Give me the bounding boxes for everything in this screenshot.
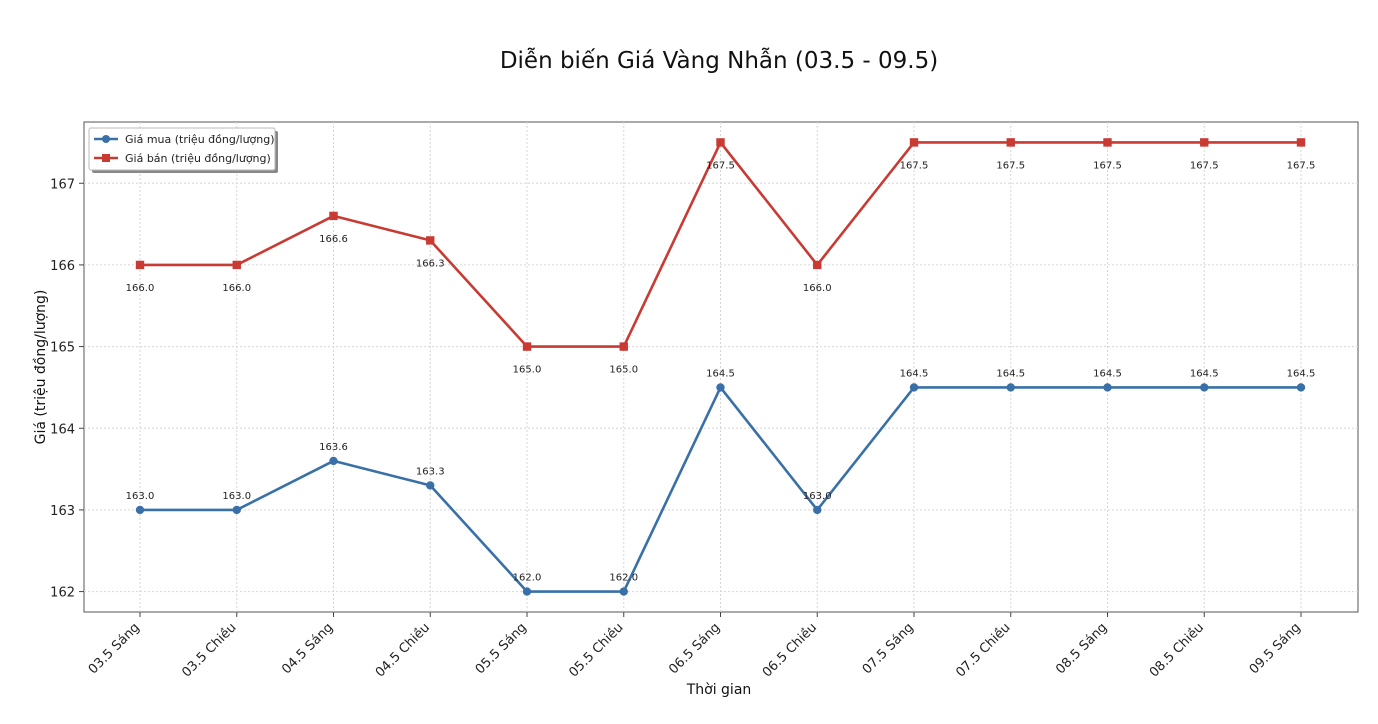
data-point-buy	[909, 383, 919, 392]
y-axis-label: Giá (triệu đồng/lượng)	[32, 290, 49, 445]
data-point-buy	[619, 587, 628, 596]
data-label: 162.0	[609, 573, 638, 584]
data-point-buy	[522, 587, 532, 596]
y-tick-label: 167	[50, 177, 75, 192]
data-point-sell	[232, 260, 241, 270]
data-point-sell	[1103, 138, 1112, 147]
data-point-sell	[1006, 138, 1015, 147]
x-tick-label: 07.5 Sáng	[860, 620, 917, 677]
y-tick-label: 166	[50, 259, 75, 274]
y-tick-label: 162	[50, 586, 75, 601]
data-label: 164.5	[1093, 368, 1122, 379]
data-point-sell	[813, 260, 822, 270]
x-axis-label: Thời gian	[686, 682, 752, 698]
data-label: 166.6	[319, 234, 348, 245]
series-group	[135, 138, 1306, 596]
data-label: 166.0	[222, 283, 251, 294]
data-point-buy	[1200, 383, 1209, 392]
x-tick-label: 06.5 Chiều	[760, 620, 820, 680]
legend-label: Giá mua (triệu đồng/lượng)	[125, 133, 275, 146]
data-point-sell	[716, 138, 725, 147]
data-point-buy	[1103, 383, 1112, 392]
data-point-sell	[135, 260, 145, 270]
data-label: 163.0	[222, 491, 251, 502]
data-label: 164.5	[706, 368, 735, 379]
data-point-buy	[329, 456, 338, 466]
legend-marker-square-icon	[102, 154, 110, 162]
x-tick-label: 03.5 Chiều	[179, 620, 239, 680]
legend: Giá mua (triệu đồng/lượng) Giá bán (triệu…	[88, 127, 278, 173]
x-tick-label: 08.5 Chiều	[1147, 620, 1207, 680]
data-label: 164.5	[1287, 368, 1316, 379]
data-label: 164.5	[996, 368, 1025, 379]
data-point-buy	[426, 481, 435, 490]
data-point-buy	[232, 505, 241, 515]
x-tick-label: 04.5 Chiều	[373, 620, 433, 680]
data-point-buy	[1006, 383, 1015, 392]
data-point-sell	[619, 342, 628, 351]
data-label: 167.5	[900, 160, 929, 171]
x-tick-label: 05.5 Sáng	[473, 620, 530, 677]
data-point-sell	[426, 236, 435, 245]
data-point-buy	[135, 505, 145, 515]
y-tick-label: 164	[50, 422, 75, 437]
data-point-sell	[909, 138, 919, 147]
data-label: 164.5	[900, 368, 929, 379]
data-point-sell	[1296, 138, 1306, 147]
data-label: 166.0	[803, 283, 832, 294]
data-label: 166.3	[416, 258, 445, 269]
data-label: 162.0	[513, 573, 542, 584]
x-tick-label: 08.5 Sáng	[1053, 620, 1110, 677]
x-tick-label: 04.5 Sáng	[279, 620, 336, 677]
data-label: 163.6	[319, 442, 348, 453]
data-label: 167.5	[1287, 160, 1316, 171]
x-tick-label: 05.5 Chiều	[566, 620, 626, 680]
data-label: 167.5	[1093, 160, 1122, 171]
data-label: 163.0	[803, 491, 832, 502]
x-tick-label: 09.5 Sáng	[1247, 620, 1304, 677]
data-label: 167.5	[706, 160, 735, 171]
y-tick-label: 165	[50, 341, 75, 356]
data-point-buy	[716, 383, 725, 392]
grid	[84, 122, 1358, 612]
data-label: 166.0	[126, 283, 155, 294]
x-tick-label: 06.5 Sáng	[666, 620, 723, 677]
data-label: 165.0	[513, 365, 542, 376]
data-label: 164.5	[1190, 368, 1219, 379]
data-point-sell	[1200, 138, 1209, 147]
y-tick-label: 163	[50, 504, 75, 519]
data-label: 167.5	[1190, 160, 1219, 171]
chart-title: Diễn biến Giá Vàng Nhẫn (03.5 - 09.5)	[500, 46, 938, 74]
data-label: 167.5	[996, 160, 1025, 171]
data-label: 163.3	[416, 466, 445, 477]
data-point-buy	[1296, 383, 1306, 392]
legend-label: Giá bán (triệu đồng/lượng)	[125, 152, 271, 165]
x-tick-label: 07.5 Chiều	[953, 620, 1013, 680]
data-point-sell	[522, 342, 532, 351]
legend-marker-circle-icon	[102, 135, 110, 143]
legend-box	[88, 127, 276, 171]
data-labels: 163.0 163.0 163.6 163.3 162.0 162.0 164.5 163.0…	[126, 160, 1316, 583]
data-label: 165.0	[609, 365, 638, 376]
x-tick-label: 03.5 Sáng	[86, 620, 143, 677]
data-label: 163.0	[126, 491, 155, 502]
data-point-sell	[329, 211, 338, 221]
data-point-buy	[813, 505, 822, 515]
